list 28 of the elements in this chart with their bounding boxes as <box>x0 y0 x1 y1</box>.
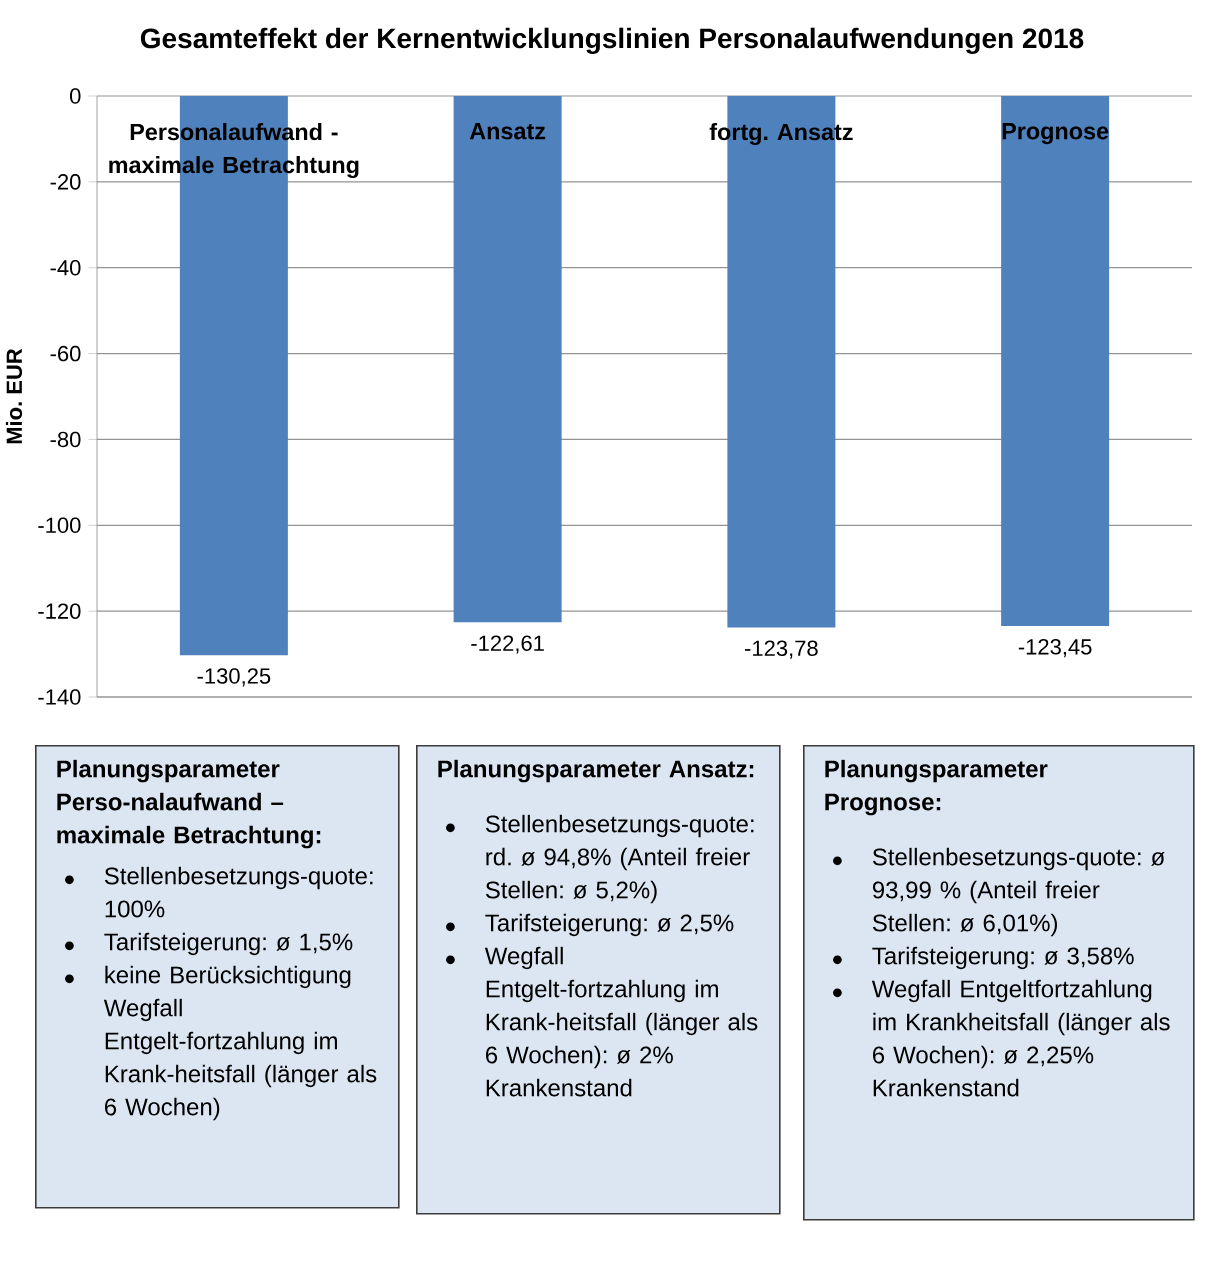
text: Stellenbesetzungs-quote: rd. ø 94,8% (Anteil freier Stellen: ø 5,2%) <box>485 814 754 904</box>
data-label: -130,25 <box>197 668 271 687</box>
y-tick-label: -60 <box>50 345 81 362</box>
y-tick-label: -100 <box>38 517 81 534</box>
data-label: -123,78 <box>745 640 818 659</box>
text: Wegfall Entgelt-fortzahlung im Krank-heitsfall (länger als 6 Wochen): ø 2% Krankenstand <box>484 946 758 1097</box>
y-tick-label: -140 <box>38 689 81 705</box>
y-tick-label: 0 <box>70 88 81 104</box>
data-label: -122,61 <box>471 635 544 654</box>
text: Tarifsteigerung: ø 3,58% <box>872 946 1134 970</box>
text: Tarifsteigerung: ø 2,5% <box>485 913 734 937</box>
text: Stellenbesetzungs-quote: ø 93,99 % (Anteil freier Stellen: ø 6,01%) <box>872 847 1165 937</box>
text: Planungsparameter Ansatz: <box>438 759 754 783</box>
data-label: -123,45 <box>1018 639 1092 658</box>
text: Planungsparameter Perso-nalaufwand – maximale Betrachtung: <box>57 759 321 849</box>
text: Planungsparameter Prognose: <box>825 759 1048 816</box>
x-tick-label: Ansatz <box>469 123 546 140</box>
y-axis-title: Mio. EUR <box>5 348 23 444</box>
text: Tarifsteigerung: ø 1,5% <box>104 932 353 956</box>
chart-title: Gesamteffekt der Kernentwicklungslinien Personalaufwendungen 2018 <box>140 27 1084 54</box>
y-tick-label: -80 <box>50 431 81 448</box>
y-tick-label: -120 <box>38 603 81 619</box>
text: Wegfall Entgeltfortzahlung im Krankheitsfall (länger als 6 Wochen): ø 2,25% Krankenstand <box>871 979 1170 1097</box>
text: Stellenbesetzungs-quote: 100% <box>104 866 373 918</box>
x-tick-label: Prognose <box>1002 123 1109 145</box>
y-tick-label: -40 <box>50 259 81 276</box>
y-tick-label: -20 <box>50 174 81 190</box>
text: keine Berücksichtigung Wegfall Entgelt-fortzahlung im Krank-heitsfall (länger als 6 Wochen) <box>103 965 377 1121</box>
